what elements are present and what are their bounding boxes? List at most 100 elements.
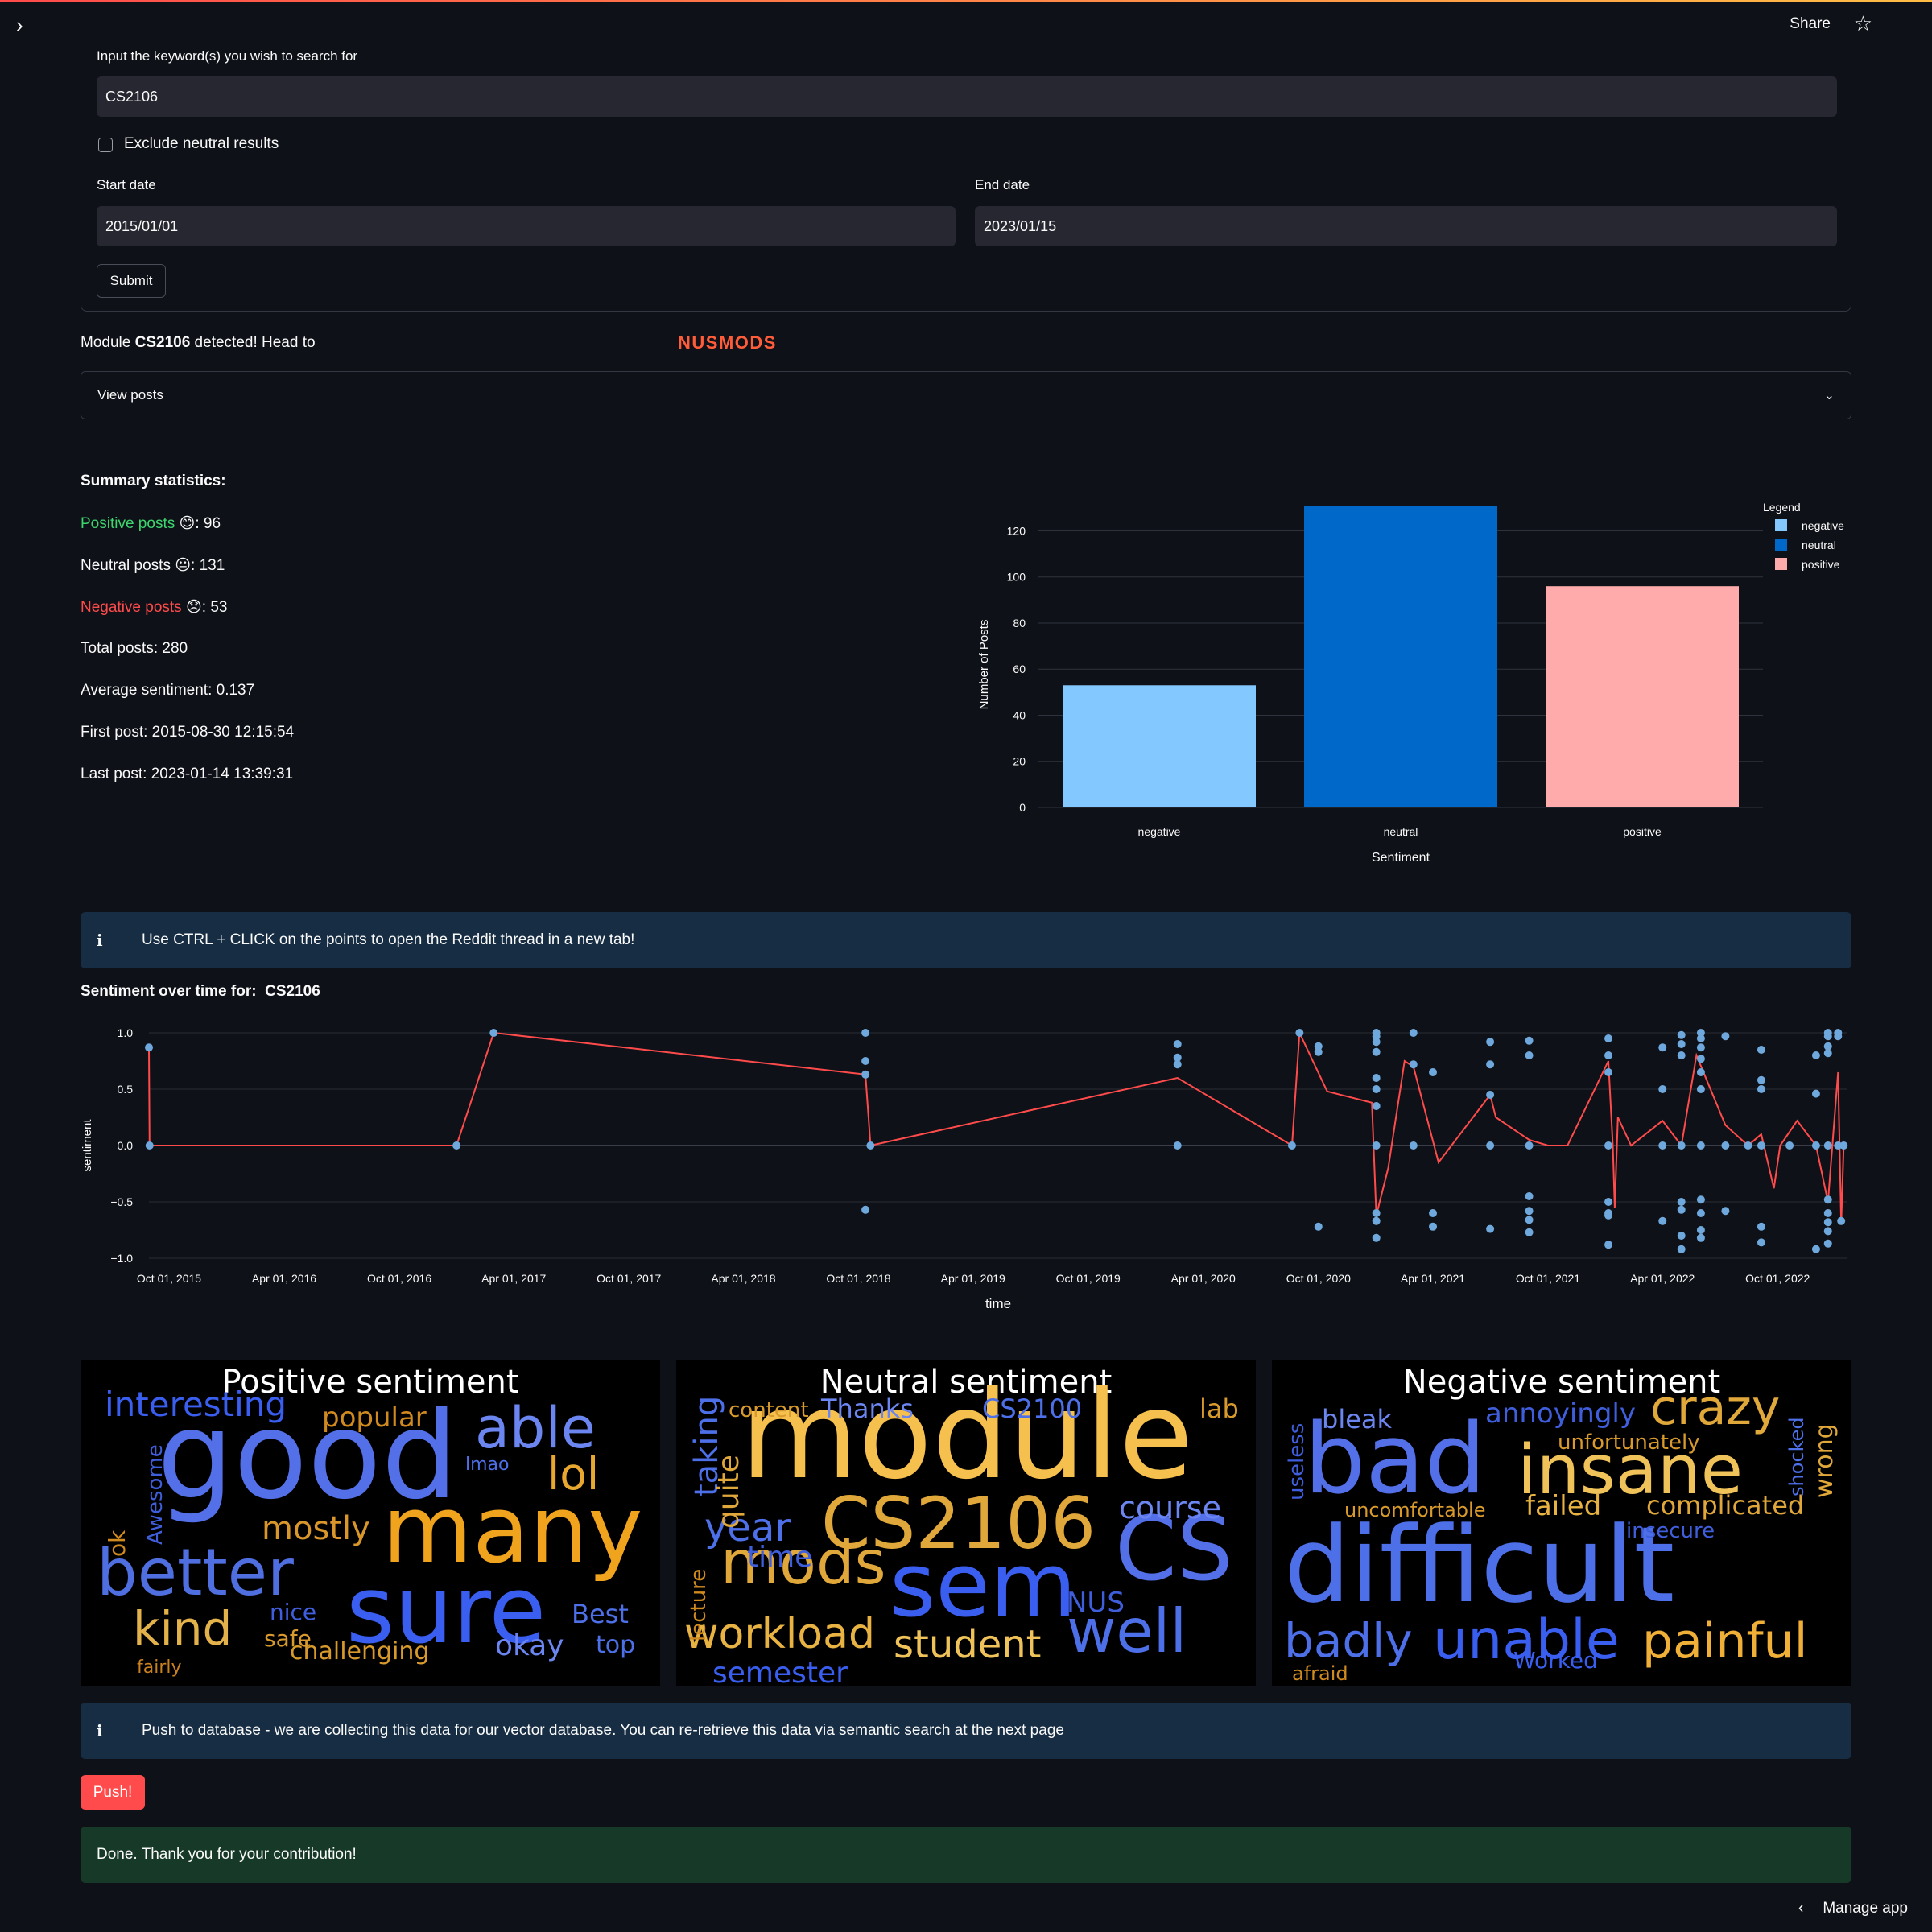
post-point[interactable] xyxy=(1823,1218,1832,1227)
post-point[interactable] xyxy=(1604,1141,1613,1150)
post-point[interactable] xyxy=(1429,1222,1438,1231)
post-point[interactable] xyxy=(1757,1141,1765,1150)
post-point[interactable] xyxy=(1173,1053,1182,1062)
bar-positive[interactable] xyxy=(1546,586,1739,807)
post-point[interactable] xyxy=(1372,1141,1381,1150)
legend-swatch-positive[interactable] xyxy=(1775,558,1787,570)
post-point[interactable] xyxy=(1721,1141,1730,1150)
post-point[interactable] xyxy=(1757,1085,1765,1093)
post-point[interactable] xyxy=(1823,1049,1832,1058)
post-point[interactable] xyxy=(1314,1222,1323,1231)
post-point[interactable] xyxy=(1696,1233,1705,1242)
post-point[interactable] xyxy=(861,1029,870,1037)
post-point[interactable] xyxy=(1677,1245,1686,1253)
post-point[interactable] xyxy=(1677,1232,1686,1240)
exclude-neutral-checkbox[interactable] xyxy=(98,138,113,152)
post-point[interactable] xyxy=(1287,1141,1296,1150)
post-point[interactable] xyxy=(1658,1216,1667,1225)
post-point[interactable] xyxy=(145,1141,154,1150)
post-point[interactable] xyxy=(1604,1241,1613,1249)
post-point[interactable] xyxy=(1372,1233,1381,1242)
manage-app-button[interactable]: ‹ Manage app xyxy=(1798,1900,1908,1918)
post-point[interactable] xyxy=(1372,1038,1381,1046)
post-point[interactable] xyxy=(1677,1198,1686,1206)
star-icon[interactable]: ☆ xyxy=(1853,11,1872,35)
sentiment-bar-chart[interactable]: 0 20 40 60 80 100 120 negative neutral positive Se… xyxy=(958,483,1852,877)
post-point[interactable] xyxy=(1811,1089,1820,1098)
post-point[interactable] xyxy=(1696,1195,1705,1204)
view-posts-expander[interactable]: View posts ⌄ xyxy=(80,371,1852,419)
bar-negative[interactable] xyxy=(1063,685,1256,807)
post-point[interactable] xyxy=(1658,1085,1667,1093)
post-point[interactable] xyxy=(1372,1074,1381,1082)
post-point[interactable] xyxy=(1486,1038,1495,1046)
post-point[interactable] xyxy=(1372,1032,1381,1041)
post-point[interactable] xyxy=(1839,1141,1848,1150)
post-point[interactable] xyxy=(1823,1141,1832,1150)
post-point[interactable] xyxy=(1658,1043,1667,1052)
post-point[interactable] xyxy=(1811,1245,1820,1253)
push-button[interactable]: Push! xyxy=(80,1775,145,1810)
post-point[interactable] xyxy=(1604,1068,1613,1076)
submit-button[interactable]: Submit xyxy=(97,264,166,298)
post-point[interactable] xyxy=(1295,1029,1304,1037)
post-point[interactable] xyxy=(1604,1034,1613,1042)
post-point[interactable] xyxy=(1486,1224,1495,1233)
post-point[interactable] xyxy=(1757,1075,1765,1084)
post-point[interactable] xyxy=(1811,1051,1820,1059)
post-point[interactable] xyxy=(1409,1060,1418,1069)
post-point[interactable] xyxy=(1525,1207,1534,1216)
post-point[interactable] xyxy=(1429,1068,1438,1076)
post-point[interactable] xyxy=(489,1029,498,1037)
post-point[interactable] xyxy=(452,1141,461,1150)
post-point[interactable] xyxy=(1696,1055,1705,1063)
post-point[interactable] xyxy=(1757,1222,1765,1231)
post-point[interactable] xyxy=(1757,1046,1765,1054)
post-point[interactable] xyxy=(861,1205,870,1214)
post-point[interactable] xyxy=(1696,1043,1705,1052)
post-point[interactable] xyxy=(1486,1091,1495,1099)
post-point[interactable] xyxy=(1486,1060,1495,1069)
start-date-input[interactable]: 2015/01/01 xyxy=(97,206,956,246)
post-point[interactable] xyxy=(1823,1227,1832,1236)
post-point[interactable] xyxy=(145,1043,153,1052)
post-point[interactable] xyxy=(1696,1085,1705,1093)
post-point[interactable] xyxy=(1696,1029,1705,1037)
post-point[interactable] xyxy=(1823,1042,1832,1051)
post-point[interactable] xyxy=(1409,1141,1418,1150)
sentiment-time-chart[interactable]: 1.0 0.5 0.0 −0.5 −1.0 Oct 01, 2015 Apr 01, 201… xyxy=(72,1010,1852,1328)
post-point[interactable] xyxy=(1696,1034,1705,1042)
post-point[interactable] xyxy=(1785,1141,1794,1150)
post-point[interactable] xyxy=(1372,1216,1381,1225)
post-point[interactable] xyxy=(1696,1226,1705,1234)
post-point[interactable] xyxy=(1486,1141,1495,1150)
bar-neutral[interactable] xyxy=(1304,506,1497,807)
post-point[interactable] xyxy=(1372,1085,1381,1093)
post-point[interactable] xyxy=(1696,1068,1705,1076)
post-point[interactable] xyxy=(1658,1141,1667,1150)
nusmods-link[interactable]: NUSMODS xyxy=(678,332,777,353)
post-point[interactable] xyxy=(1834,1141,1843,1150)
post-point[interactable] xyxy=(1677,1205,1686,1214)
post-point[interactable] xyxy=(1721,1207,1730,1216)
post-point[interactable] xyxy=(1677,1040,1686,1048)
post-point[interactable] xyxy=(1525,1036,1534,1045)
post-point[interactable] xyxy=(1696,1209,1705,1217)
post-point[interactable] xyxy=(1837,1216,1846,1225)
end-date-input[interactable]: 2023/01/15 xyxy=(975,206,1837,246)
legend-swatch-negative[interactable] xyxy=(1775,519,1787,531)
legend-swatch-neutral[interactable] xyxy=(1775,539,1787,551)
share-button[interactable]: Share xyxy=(1790,15,1831,32)
post-point[interactable] xyxy=(1823,1195,1832,1204)
post-point[interactable] xyxy=(1604,1198,1613,1206)
post-point[interactable] xyxy=(861,1070,870,1079)
post-point[interactable] xyxy=(1823,1239,1832,1248)
post-point[interactable] xyxy=(1372,1102,1381,1110)
post-point[interactable] xyxy=(1811,1141,1820,1150)
post-point[interactable] xyxy=(1525,1141,1534,1150)
keyword-input[interactable]: CS2106 xyxy=(97,76,1837,117)
post-point[interactable] xyxy=(1757,1238,1765,1247)
post-point[interactable] xyxy=(1372,1209,1381,1217)
post-point[interactable] xyxy=(1834,1032,1843,1041)
post-point[interactable] xyxy=(1677,1030,1686,1039)
